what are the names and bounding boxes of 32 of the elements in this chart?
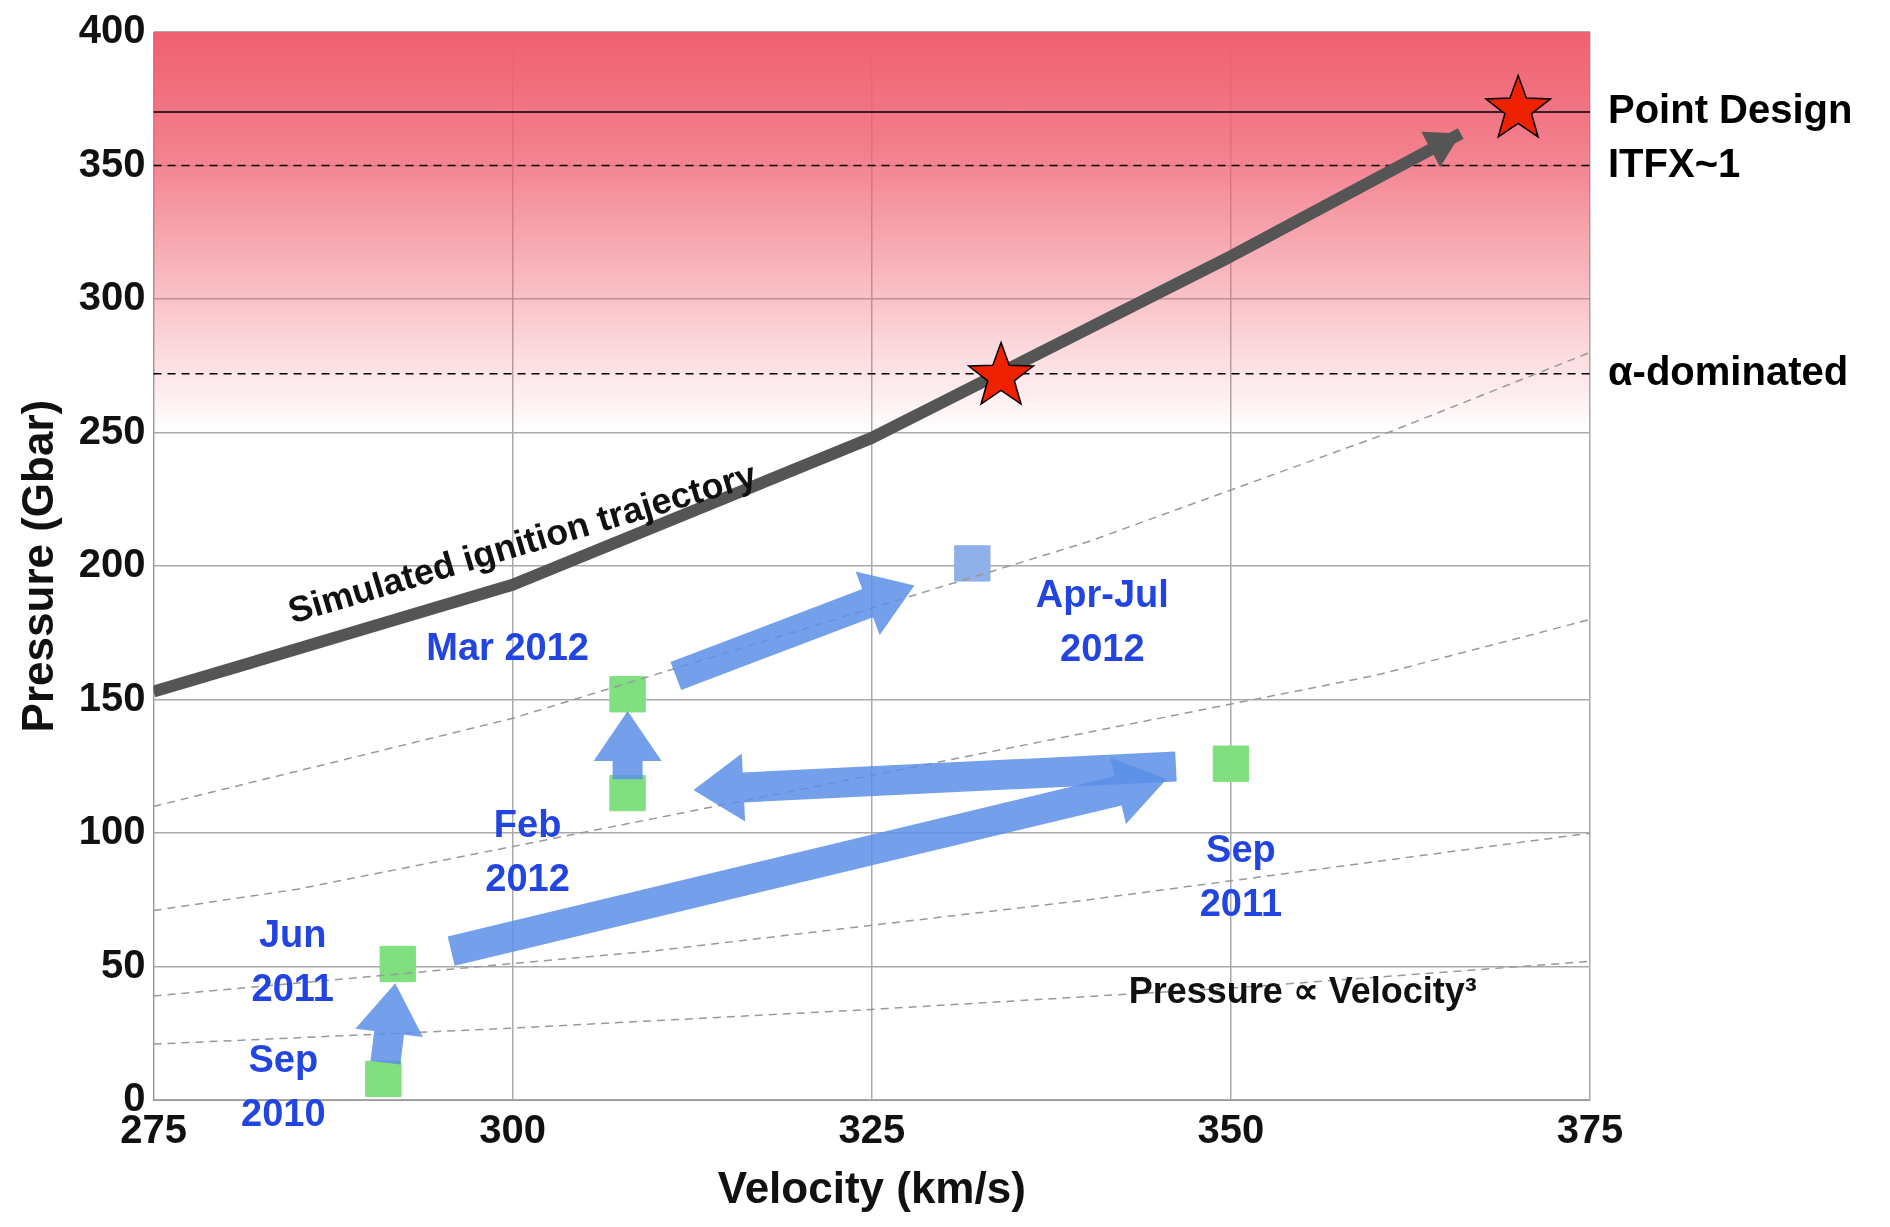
point	[609, 774, 646, 812]
x-tick-label: 375	[1556, 1107, 1624, 1152]
annotation: Feb 2012	[485, 802, 570, 899]
point	[967, 341, 1035, 405]
y-tick-label: 350	[78, 140, 146, 185]
y-tick-label: 400	[78, 7, 146, 52]
annotation: Sep 2011	[1199, 828, 1283, 925]
y-tick-label: 50	[101, 941, 146, 986]
point	[365, 1060, 402, 1098]
annotation: Pressure ∝ Velocity³	[1128, 970, 1477, 1012]
x-tick-label: 350	[1197, 1107, 1265, 1152]
y-tick-label: 250	[78, 407, 146, 452]
y-tick-label: 100	[78, 808, 146, 853]
annotation: Sep 2010	[241, 1038, 326, 1135]
point	[609, 676, 646, 713]
ref-line-label: ITFX~1	[1608, 140, 1741, 185]
y-tick-label: 200	[78, 541, 146, 586]
point	[1212, 745, 1250, 782]
point	[1485, 74, 1552, 138]
point	[954, 545, 991, 582]
y-tick-label: 300	[78, 274, 146, 319]
y-axis-title: Pressure (Gbar)	[12, 399, 62, 733]
ref-line-label: α-dominated	[1608, 348, 1849, 393]
y-tick-label: 150	[78, 674, 146, 719]
x-tick-label: 325	[838, 1107, 906, 1152]
annotation: Apr-Jul 2012	[1035, 572, 1169, 669]
x-axis-title: Velocity (km/s)	[717, 1162, 1026, 1212]
annotation: Jun 2011	[251, 913, 334, 1010]
annotation: Mar 2012	[426, 625, 589, 668]
ref-line-label: Point Design	[1608, 87, 1853, 132]
x-tick-label: 300	[479, 1107, 547, 1152]
point	[379, 945, 416, 983]
